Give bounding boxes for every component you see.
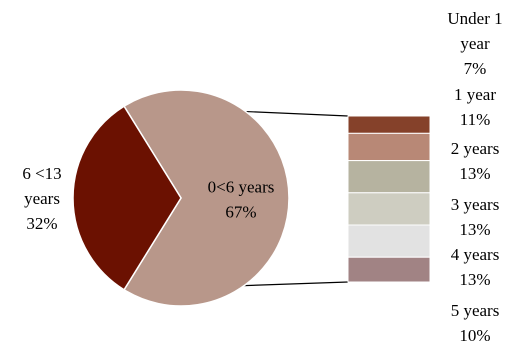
- pie-label-0-6-years: 0<6 years 67%: [208, 178, 275, 222]
- bar-label-5-years: 5 years 10%: [451, 301, 500, 345]
- bar-segment-1-year: [347, 132, 431, 162]
- bar-segment-under-1: [347, 115, 431, 134]
- pie-slice-0-6-years: [123, 89, 290, 307]
- pie-labels: 0<6 years 67% 6 <13 years 32%: [22, 164, 274, 233]
- bar-label-under-1: Under 1 year 7%: [447, 9, 502, 78]
- bar-labels: Under 1 year 7% 1 year 11% 2 years 13% 3 years 1…: [447, 9, 502, 345]
- pie: [72, 89, 290, 307]
- bar-segment-3-years: [347, 192, 431, 226]
- breakdown-bar: [347, 115, 431, 283]
- bar-label-1-year: 1 year 11%: [454, 85, 496, 129]
- pie-label-6-13: 6 <13 years 32%: [22, 164, 61, 233]
- bar-segment-4-years: [347, 224, 431, 258]
- bar-segment-5-years: [347, 256, 431, 283]
- pie-slice-6-13: [72, 105, 182, 291]
- bar-label-4-years: 4 years 13%: [451, 245, 500, 289]
- bar-label-3-years: 3 years 13%: [451, 195, 500, 239]
- bar-label-2-years: 2 years 13%: [451, 139, 500, 183]
- bar-segment-2-years: [347, 160, 431, 194]
